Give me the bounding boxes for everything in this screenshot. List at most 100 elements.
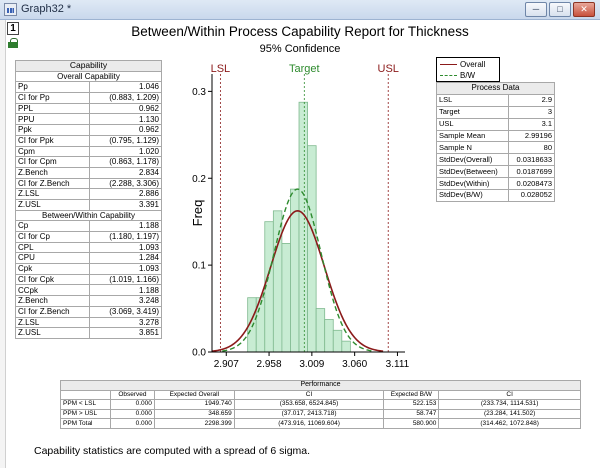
process-data-row: StdDev(Overall) 0.0318633 (435, 153, 555, 167)
footnote: Capability statistics are computed with … (34, 445, 311, 457)
capability-row: CPU 1.284 (14, 252, 162, 265)
process-data-label: Target (435, 105, 510, 119)
performance-cell-expected-overall: 1949.740 (153, 399, 235, 410)
performance-cell-expected-bw: 58.747 (383, 408, 440, 420)
performance-column-header: CI (438, 389, 581, 401)
process-data-title-cell: Process Data (436, 82, 555, 95)
process-data-row: Sample N 80 (435, 141, 555, 155)
process-data-value: 0.0318633 (508, 153, 555, 167)
performance-column-header (60, 389, 111, 401)
capability-label: CI for Z.Bench (14, 305, 91, 318)
capability-label: Cpk (14, 263, 91, 275)
histogram-bar (332, 329, 343, 353)
process-data-label: StdDev(Within) (435, 177, 510, 191)
capability-row: Z.LSL 3.278 (14, 316, 162, 329)
window-title: Graph32 * (21, 3, 72, 15)
performance-cell-ci-bw: (314.462, 1072.848) (438, 418, 581, 429)
capability-row: CI for Cpk (1.019, 1.166) (14, 273, 162, 286)
close-button[interactable]: ✕ (573, 2, 595, 17)
maximize-button[interactable]: □ (549, 2, 571, 17)
reference-label-usl: USL (378, 63, 399, 75)
histogram-bar (315, 308, 326, 353)
process-data-label: LSL (435, 93, 510, 107)
histogram-bar (307, 145, 317, 353)
performance-column-header: CI (233, 389, 385, 401)
capability-label: CI for Cpk (14, 273, 91, 286)
process-data-row: StdDev(Between) 0.0187699 (435, 165, 555, 179)
capability-value: 1.093 (89, 263, 162, 275)
process-data-row: Target 3 (435, 105, 555, 119)
performance-cell-expected-bw: 580.900 (383, 418, 440, 429)
process-data-label: StdDev(Overall) (435, 153, 510, 167)
process-data-value: 3 (508, 105, 555, 119)
performance-cell-label: PPM Total (60, 418, 111, 429)
performance-cell-observed: 0.000 (109, 418, 155, 429)
x-tick-label: 2.907 (214, 359, 239, 370)
legend-label-bw: B/W (460, 71, 476, 80)
capability-value: (1.019, 1.166) (89, 273, 162, 286)
capability-label: Z.Bench (14, 295, 91, 307)
y-axis-label: Freq (190, 200, 205, 227)
window-controls: ─ □ ✕ (525, 2, 595, 17)
histogram-bar (298, 101, 308, 353)
layer-strip (0, 20, 6, 468)
process-data-row: LSL 2.9 (435, 93, 555, 107)
performance-cell-ci-overall: (473.916, 11069.604) (233, 418, 385, 429)
capability-value: 3.851 (89, 327, 162, 339)
process-data-label: Sample N (435, 141, 510, 155)
capability-label: CPU (14, 252, 91, 265)
capability-row: CCpk 1.188 (14, 284, 162, 297)
capability-value: 1.188 (89, 284, 162, 297)
capability-label: Z.USL (14, 327, 91, 339)
process-data-label: StdDev(Between) (435, 165, 510, 179)
performance-title-cell: Performance (60, 380, 581, 391)
process-data-label: StdDev(B/W) (435, 189, 510, 202)
window-titlebar[interactable]: Graph32 * ─ □ ✕ (0, 0, 600, 20)
lock-icon[interactable] (8, 38, 18, 48)
y-tick-label: 0.2 (192, 174, 206, 185)
process-data-row: StdDev(Within) 0.0208473 (435, 177, 555, 191)
capability-table: Capability Overall Capability Pp 1.046 CI fo… (14, 60, 162, 339)
process-data-value: 0.0208473 (508, 177, 555, 191)
chart-legend[interactable]: Overall B/W (436, 57, 500, 82)
process-data-label: USL (435, 117, 510, 131)
process-data-table: Process Data LSL 2.9 Target 3 USL 3.1 Sample Me… (435, 82, 555, 202)
performance-row: PPM > USL 0.000 348.659 (37.017, 2413.718) 5… (60, 408, 581, 420)
performance-table: Performance Observed Expected Overall CI Exp… (60, 380, 581, 429)
performance-cell-ci-overall: (353.658, 6524.845) (233, 399, 385, 410)
report-subtitle: 95% Confidence (259, 43, 341, 55)
process-data-value: 80 (508, 141, 555, 155)
performance-cell-ci-bw: (23.284, 141.502) (438, 408, 581, 420)
legend-swatch-bw (440, 75, 457, 76)
layer-tab[interactable]: 1 (7, 22, 19, 35)
capability-row: Z.USL 3.851 (14, 327, 162, 339)
performance-cell-expected-overall: 2298.399 (153, 418, 235, 429)
capability-value: 3.278 (89, 316, 162, 329)
performance-cell-observed: 0.000 (109, 399, 155, 410)
legend-item-bw: B/W (440, 71, 475, 80)
y-tick-label: 0.3 (192, 87, 206, 98)
capability-value: 1.284 (89, 252, 162, 265)
performance-cell-ci-bw: (233.734, 1114.531) (438, 399, 581, 410)
curve-overall (211, 210, 384, 352)
report-title: Between/Within Process Capability Report… (131, 24, 469, 39)
x-tick-label: 3.060 (342, 359, 367, 370)
legend-swatch-overall (440, 64, 457, 65)
x-tick-label: 3.009 (299, 359, 324, 370)
performance-title: Performance (60, 380, 581, 391)
performance-column-header: Expected Overall (153, 389, 235, 401)
process-data-value: 0.0187699 (508, 165, 555, 179)
performance-column-headers: Observed Expected Overall CI Expected B/W CI (60, 389, 581, 401)
legend-item-overall: Overall (440, 60, 485, 69)
reference-label-lsl: LSL (211, 63, 231, 75)
performance-row: PPM < LSL 0.000 1949.740 (353.658, 6524.845… (60, 399, 581, 410)
curve-bw (222, 188, 373, 352)
process-data-value: 0.028052 (508, 189, 555, 202)
process-data-row: USL 3.1 (435, 117, 555, 131)
performance-cell-label: PPM < LSL (60, 399, 111, 410)
minimize-button[interactable]: ─ (525, 2, 547, 17)
capability-value: (3.069, 3.419) (89, 305, 162, 318)
performance-row: PPM Total 0.000 2298.399 (473.916, 11069.60… (60, 418, 581, 429)
process-data-value: 2.9 (508, 93, 555, 107)
